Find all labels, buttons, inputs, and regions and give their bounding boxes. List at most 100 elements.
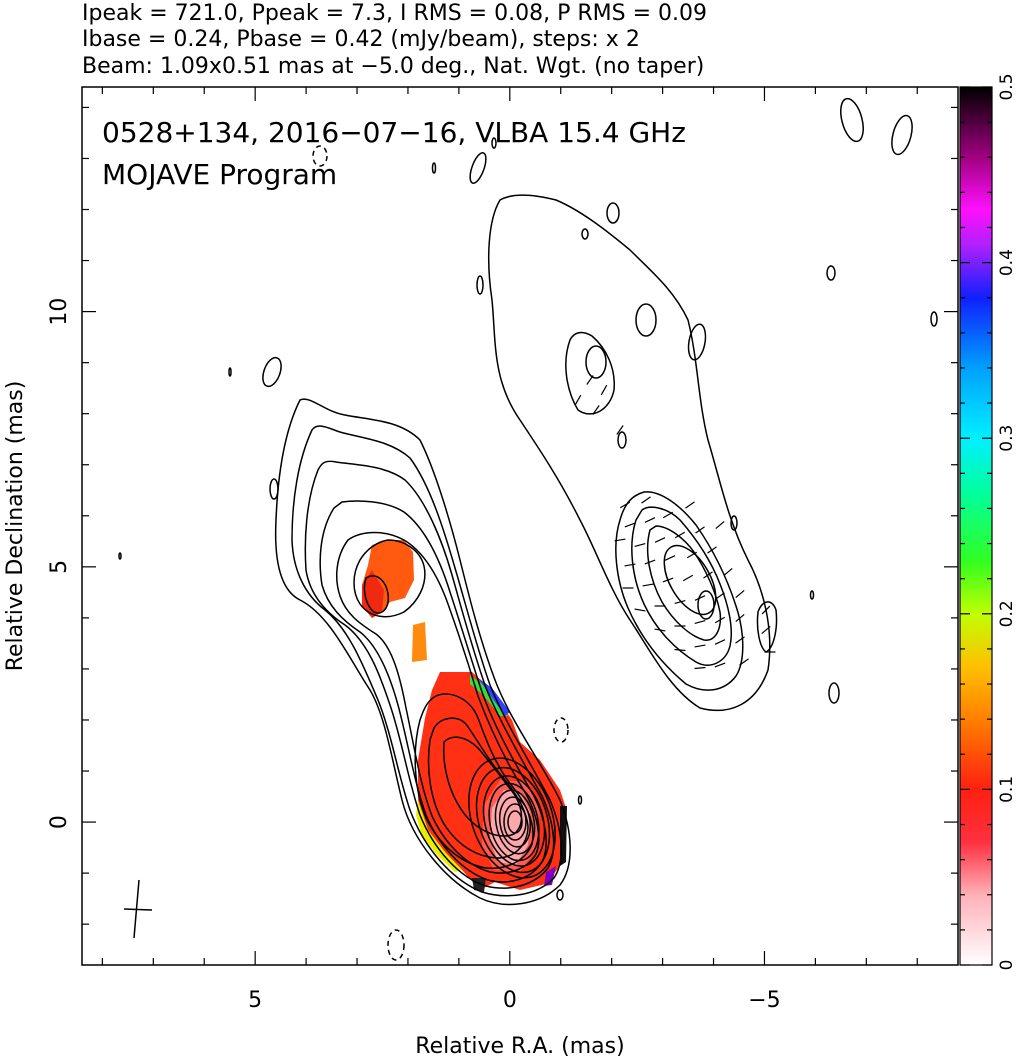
contour-nw-3 <box>631 506 733 666</box>
contour-negative-1 <box>553 717 569 743</box>
polarization-vector <box>614 538 626 542</box>
polarization-vector <box>641 496 651 504</box>
polarization-vector <box>715 592 725 600</box>
y-tick-label: 5 <box>47 560 72 574</box>
polarization-vector <box>735 590 745 598</box>
contour-noise-12 <box>828 682 840 704</box>
polarization-vector <box>574 394 582 406</box>
axis-ticks <box>82 87 958 965</box>
polarization-vector <box>616 425 624 435</box>
header-line-3: Beam: 1.09x0.51 mas at −5.0 deg., Nat. W… <box>82 54 704 79</box>
contour-nw-9 <box>756 601 778 653</box>
contour-noise-15 <box>809 590 815 600</box>
polarization-vector <box>694 644 706 648</box>
polarization-vector <box>600 384 608 396</box>
polarization-vectors <box>574 375 776 670</box>
x-tick-label: 5 <box>248 988 262 1013</box>
contour-core-6 <box>498 796 532 848</box>
colorbar-ticks <box>960 86 992 966</box>
contour-negative-2 <box>387 929 405 961</box>
contour-8 <box>414 693 534 869</box>
contour-noise-19 <box>581 228 589 240</box>
colorbar-frame <box>959 86 993 966</box>
polarization-vector <box>654 628 666 632</box>
contour-noise-6 <box>635 303 657 337</box>
contour-core-7 <box>503 803 527 841</box>
polarization-vector <box>624 522 636 528</box>
contour-9 <box>427 717 529 859</box>
polarization-vector <box>695 526 705 534</box>
plot-frame <box>81 86 959 966</box>
contour-negative-3 <box>312 145 328 167</box>
contour-noise-9 <box>930 311 938 327</box>
colorbar <box>960 87 992 965</box>
polarization-vector <box>674 599 686 605</box>
polarization-vector <box>634 608 646 612</box>
polarization-vector <box>644 559 656 565</box>
contour-nw-2 <box>615 491 744 691</box>
contour-noise-20 <box>228 367 232 377</box>
chart-title: 0528+134, 2016−07−16, VLBA 15.4 GHz <box>102 116 686 149</box>
pol-patch-edge-violet <box>544 866 556 886</box>
polarization-vector <box>735 614 745 622</box>
polarization-vector <box>634 542 646 548</box>
y-tick-label: 0 <box>47 815 72 829</box>
colorbar-tick-label: 0.2 <box>997 600 1017 627</box>
polarization-vector <box>739 658 749 666</box>
colorbar-tick-label: 0 <box>997 960 1017 971</box>
polarization-vector <box>703 571 713 579</box>
contour-core-5 <box>494 789 536 855</box>
pol-patch-yellow-edge <box>416 800 462 872</box>
contour-nw-7 <box>565 331 615 415</box>
polarization-vector <box>586 375 594 385</box>
polarization-vector <box>592 405 600 415</box>
polarization-vector <box>761 626 771 634</box>
contour-core-3 <box>482 775 546 867</box>
contour-noise-22 <box>431 162 437 174</box>
contour-core-8 <box>507 810 523 834</box>
axis-tick-labels: 5 0 −5 0 5 10 <box>47 298 781 1013</box>
polarization-vector <box>761 605 771 615</box>
header-line-2: Ibase = 0.24, Pbase = 0.42 (mJy/beam), s… <box>82 27 640 52</box>
polarization-vector <box>619 501 631 509</box>
contour-noise-13 <box>476 275 484 295</box>
contour-noise-1 <box>840 97 864 143</box>
colorbar-tick-label: 0.4 <box>997 249 1017 276</box>
contour-core-1 <box>468 757 556 879</box>
x-axis-label: Relative R.A. (mas) <box>415 1034 624 1059</box>
polarization-vector <box>686 551 698 559</box>
beam-cross <box>123 879 153 939</box>
polarization-vector <box>723 568 733 576</box>
contour-noise-10 <box>269 478 279 500</box>
contour-noise-3 <box>469 152 487 184</box>
polarization-vector <box>694 666 706 670</box>
x-tick-label: 0 <box>503 988 517 1013</box>
contour-nw-1 <box>487 194 771 712</box>
contour-noise-4 <box>606 202 620 224</box>
pol-patch-north-red <box>362 570 384 618</box>
y-axis-label: Relative Declination (mas) <box>3 381 28 672</box>
x-tick-label: −5 <box>748 988 780 1013</box>
contour-nw-6 <box>697 590 715 620</box>
polarization-vector <box>682 574 694 582</box>
contour-nw-4 <box>646 525 722 641</box>
intensity-contours <box>118 97 938 961</box>
contour-5 <box>335 531 540 874</box>
contour-2 <box>291 425 562 897</box>
colorbar-tick-label: 0.1 <box>997 776 1017 803</box>
contour-noise-16 <box>577 795 583 805</box>
contour-4 <box>319 500 547 883</box>
polarization-vector <box>714 639 726 645</box>
colorbar-tick-label: 0.3 <box>997 425 1017 452</box>
contour-noise-7 <box>687 323 707 361</box>
contour-nw-5 <box>663 544 717 616</box>
contour-6 <box>353 539 426 618</box>
contour-core-4 <box>488 782 540 862</box>
contour-noise-2 <box>891 114 913 156</box>
polarization-vector <box>685 501 695 509</box>
polarization-vector <box>644 517 656 523</box>
contour-nw-8 <box>585 345 607 379</box>
contour-noise-17 <box>556 889 564 901</box>
